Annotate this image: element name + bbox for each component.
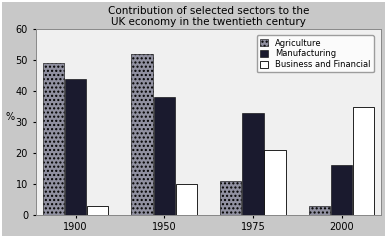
Title: Contribution of selected sectors to the
UK economy in the twentieth century: Contribution of selected sectors to the … bbox=[108, 5, 309, 27]
Bar bbox=[353, 107, 374, 215]
Bar bbox=[220, 181, 241, 215]
Y-axis label: %: % bbox=[5, 112, 15, 122]
Bar bbox=[132, 54, 153, 215]
Bar bbox=[242, 113, 264, 215]
Bar bbox=[65, 79, 86, 215]
Bar bbox=[309, 206, 330, 215]
Bar bbox=[264, 150, 286, 215]
Bar bbox=[87, 206, 108, 215]
Bar bbox=[43, 63, 64, 215]
Bar bbox=[331, 165, 352, 215]
Bar bbox=[154, 97, 175, 215]
Legend: Agriculture, Manufacturing, Business and Financial: Agriculture, Manufacturing, Business and… bbox=[257, 35, 374, 72]
Bar bbox=[176, 184, 197, 215]
